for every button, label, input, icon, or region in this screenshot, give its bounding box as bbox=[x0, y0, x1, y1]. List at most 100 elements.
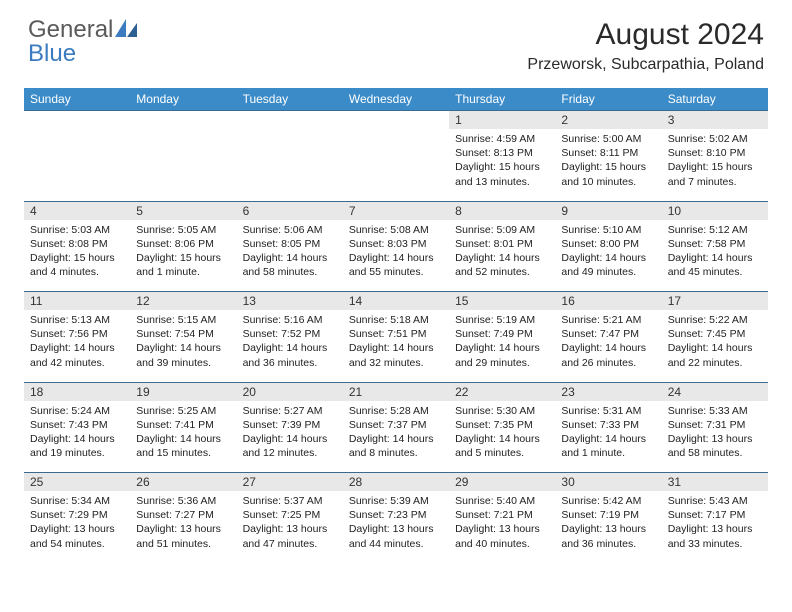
day-number-row: 11121314151617 bbox=[24, 292, 768, 311]
location-text: Przeworsk, Subcarpathia, Poland bbox=[527, 56, 764, 74]
daylight-text: Daylight: 13 hours and 58 minutes. bbox=[668, 432, 762, 460]
daylight-text: Daylight: 13 hours and 36 minutes. bbox=[561, 522, 655, 550]
day-detail-cell: Sunrise: 5:12 AMSunset: 7:58 PMDaylight:… bbox=[662, 220, 768, 292]
daylight-text: Daylight: 15 hours and 4 minutes. bbox=[30, 251, 124, 279]
sunrise-text: Sunrise: 5:27 AM bbox=[243, 404, 337, 418]
day-detail-cell: Sunrise: 5:42 AMSunset: 7:19 PMDaylight:… bbox=[555, 491, 661, 563]
daylight-text: Daylight: 14 hours and 15 minutes. bbox=[136, 432, 230, 460]
brand-part1: General bbox=[28, 16, 113, 43]
sunrise-text: Sunrise: 5:05 AM bbox=[136, 223, 230, 237]
day-detail-cell: Sunrise: 5:34 AMSunset: 7:29 PMDaylight:… bbox=[24, 491, 130, 563]
day-detail-cell: Sunrise: 5:19 AMSunset: 7:49 PMDaylight:… bbox=[449, 310, 555, 382]
sunrise-text: Sunrise: 5:39 AM bbox=[349, 494, 443, 508]
calendar-head: Sunday Monday Tuesday Wednesday Thursday… bbox=[24, 88, 768, 111]
sunset-text: Sunset: 7:49 PM bbox=[455, 327, 549, 341]
sunset-text: Sunset: 7:19 PM bbox=[561, 508, 655, 522]
day-number-cell: 22 bbox=[449, 382, 555, 401]
day-number-cell: 1 bbox=[449, 111, 555, 130]
day-detail-cell bbox=[130, 129, 236, 201]
day-number-cell: 17 bbox=[662, 292, 768, 311]
day-number-cell bbox=[237, 111, 343, 130]
day-detail-cell: Sunrise: 5:08 AMSunset: 8:03 PMDaylight:… bbox=[343, 220, 449, 292]
daylight-text: Daylight: 13 hours and 51 minutes. bbox=[136, 522, 230, 550]
weekday-header: Tuesday bbox=[237, 88, 343, 111]
day-number-cell: 7 bbox=[343, 201, 449, 220]
day-number-cell: 9 bbox=[555, 201, 661, 220]
day-number-cell bbox=[24, 111, 130, 130]
day-detail-row: Sunrise: 5:03 AMSunset: 8:08 PMDaylight:… bbox=[24, 220, 768, 292]
day-detail-row: Sunrise: 5:34 AMSunset: 7:29 PMDaylight:… bbox=[24, 491, 768, 563]
sunset-text: Sunset: 7:54 PM bbox=[136, 327, 230, 341]
day-number-cell: 4 bbox=[24, 201, 130, 220]
calendar-table: Sunday Monday Tuesday Wednesday Thursday… bbox=[24, 88, 768, 563]
sunrise-text: Sunrise: 5:28 AM bbox=[349, 404, 443, 418]
day-number-cell: 11 bbox=[24, 292, 130, 311]
day-detail-cell: Sunrise: 5:02 AMSunset: 8:10 PMDaylight:… bbox=[662, 129, 768, 201]
sunset-text: Sunset: 7:25 PM bbox=[243, 508, 337, 522]
day-detail-cell: Sunrise: 5:31 AMSunset: 7:33 PMDaylight:… bbox=[555, 401, 661, 473]
sunrise-text: Sunrise: 5:19 AM bbox=[455, 313, 549, 327]
sunrise-text: Sunrise: 5:31 AM bbox=[561, 404, 655, 418]
day-detail-cell: Sunrise: 5:24 AMSunset: 7:43 PMDaylight:… bbox=[24, 401, 130, 473]
day-number-cell: 30 bbox=[555, 473, 661, 492]
sunrise-text: Sunrise: 5:37 AM bbox=[243, 494, 337, 508]
weekday-header-row: Sunday Monday Tuesday Wednesday Thursday… bbox=[24, 88, 768, 111]
day-detail-cell: Sunrise: 5:25 AMSunset: 7:41 PMDaylight:… bbox=[130, 401, 236, 473]
daylight-text: Daylight: 15 hours and 1 minute. bbox=[136, 251, 230, 279]
day-number-cell: 5 bbox=[130, 201, 236, 220]
sunset-text: Sunset: 7:23 PM bbox=[349, 508, 443, 522]
logo-sail-icon bbox=[115, 16, 137, 43]
sunrise-text: Sunrise: 5:13 AM bbox=[30, 313, 124, 327]
daylight-text: Daylight: 14 hours and 32 minutes. bbox=[349, 341, 443, 369]
sunrise-text: Sunrise: 5:43 AM bbox=[668, 494, 762, 508]
daylight-text: Daylight: 14 hours and 49 minutes. bbox=[561, 251, 655, 279]
sunrise-text: Sunrise: 5:36 AM bbox=[136, 494, 230, 508]
day-number-cell bbox=[343, 111, 449, 130]
daylight-text: Daylight: 14 hours and 45 minutes. bbox=[668, 251, 762, 279]
day-detail-cell: Sunrise: 5:37 AMSunset: 7:25 PMDaylight:… bbox=[237, 491, 343, 563]
sunset-text: Sunset: 7:47 PM bbox=[561, 327, 655, 341]
sunrise-text: Sunrise: 5:08 AM bbox=[349, 223, 443, 237]
sunset-text: Sunset: 8:01 PM bbox=[455, 237, 549, 251]
day-detail-cell: Sunrise: 5:06 AMSunset: 8:05 PMDaylight:… bbox=[237, 220, 343, 292]
brand-part2: Blue bbox=[28, 40, 76, 67]
sunrise-text: Sunrise: 5:24 AM bbox=[30, 404, 124, 418]
sunrise-text: Sunrise: 5:33 AM bbox=[668, 404, 762, 418]
day-detail-cell: Sunrise: 5:00 AMSunset: 8:11 PMDaylight:… bbox=[555, 129, 661, 201]
sunset-text: Sunset: 8:03 PM bbox=[349, 237, 443, 251]
sunrise-text: Sunrise: 5:30 AM bbox=[455, 404, 549, 418]
sunset-text: Sunset: 7:37 PM bbox=[349, 418, 443, 432]
sunset-text: Sunset: 8:13 PM bbox=[455, 146, 549, 160]
day-number-cell: 21 bbox=[343, 382, 449, 401]
day-number-cell: 3 bbox=[662, 111, 768, 130]
weekday-header: Sunday bbox=[24, 88, 130, 111]
day-detail-cell: Sunrise: 5:15 AMSunset: 7:54 PMDaylight:… bbox=[130, 310, 236, 382]
weekday-header: Monday bbox=[130, 88, 236, 111]
sunrise-text: Sunrise: 5:09 AM bbox=[455, 223, 549, 237]
sunrise-text: Sunrise: 5:12 AM bbox=[668, 223, 762, 237]
daylight-text: Daylight: 14 hours and 5 minutes. bbox=[455, 432, 549, 460]
sunrise-text: Sunrise: 5:16 AM bbox=[243, 313, 337, 327]
day-detail-cell bbox=[237, 129, 343, 201]
day-detail-cell: Sunrise: 5:33 AMSunset: 7:31 PMDaylight:… bbox=[662, 401, 768, 473]
weekday-header: Saturday bbox=[662, 88, 768, 111]
sunset-text: Sunset: 8:00 PM bbox=[561, 237, 655, 251]
day-number-cell: 13 bbox=[237, 292, 343, 311]
sunrise-text: Sunrise: 5:40 AM bbox=[455, 494, 549, 508]
day-number-cell: 26 bbox=[130, 473, 236, 492]
day-number-cell: 10 bbox=[662, 201, 768, 220]
day-number-cell: 15 bbox=[449, 292, 555, 311]
sunrise-text: Sunrise: 5:22 AM bbox=[668, 313, 762, 327]
sunset-text: Sunset: 8:08 PM bbox=[30, 237, 124, 251]
day-detail-cell: Sunrise: 4:59 AMSunset: 8:13 PMDaylight:… bbox=[449, 129, 555, 201]
daylight-text: Daylight: 13 hours and 54 minutes. bbox=[30, 522, 124, 550]
sunrise-text: Sunrise: 5:00 AM bbox=[561, 132, 655, 146]
day-number-cell: 14 bbox=[343, 292, 449, 311]
daylight-text: Daylight: 14 hours and 29 minutes. bbox=[455, 341, 549, 369]
day-detail-row: Sunrise: 4:59 AMSunset: 8:13 PMDaylight:… bbox=[24, 129, 768, 201]
day-detail-cell: Sunrise: 5:09 AMSunset: 8:01 PMDaylight:… bbox=[449, 220, 555, 292]
sunrise-text: Sunrise: 5:25 AM bbox=[136, 404, 230, 418]
sunset-text: Sunset: 7:52 PM bbox=[243, 327, 337, 341]
daylight-text: Daylight: 14 hours and 42 minutes. bbox=[30, 341, 124, 369]
day-number-row: 25262728293031 bbox=[24, 473, 768, 492]
